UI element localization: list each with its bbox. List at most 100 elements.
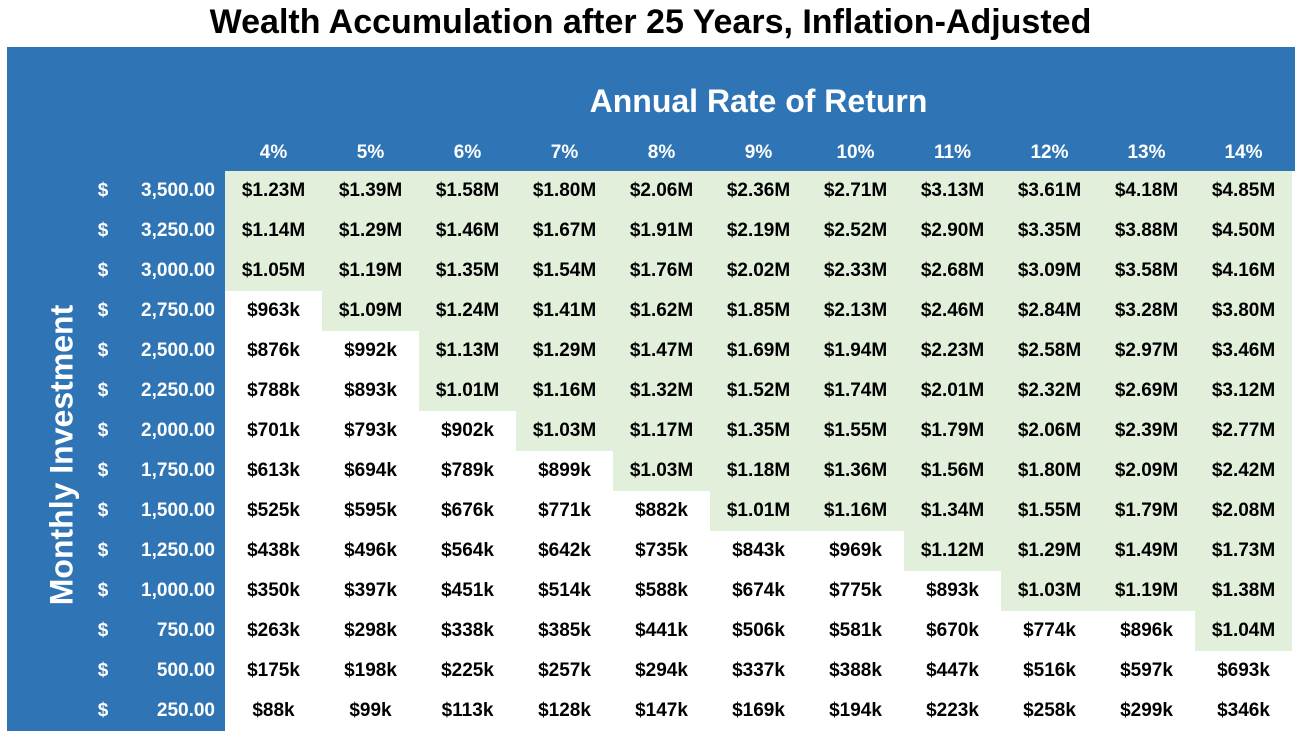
value-cell: $223k (926, 700, 979, 721)
row-label: 500.00 (156, 660, 215, 681)
value-cell: $3.88M (1098, 211, 1195, 251)
value-cell: $1.03M (516, 411, 613, 451)
value-cell: $1.05M (225, 251, 322, 291)
header-band (7, 47, 1295, 171)
value-cell: $1.62M (613, 291, 710, 331)
value-cell: $1.36M (807, 451, 904, 491)
value-cell: $775k (829, 580, 882, 601)
value-cell: $774k (1023, 620, 1076, 641)
row-label: 2,250.00 (141, 380, 215, 401)
value-cell: $496k (344, 540, 397, 561)
value-cell: $670k (926, 620, 979, 641)
value-cell: $1.85M (710, 291, 807, 331)
value-cell: $2.36M (710, 171, 807, 211)
value-cell: $969k (829, 540, 882, 561)
value-cell: $2.06M (613, 171, 710, 211)
value-cell: $2.71M (807, 171, 904, 211)
value-cell: $1.94M (807, 331, 904, 371)
column-label: 5% (356, 142, 385, 163)
value-cell: $1.09M (322, 291, 419, 331)
value-cell: $1.41M (516, 291, 613, 331)
value-cell: $2.01M (904, 371, 1001, 411)
value-cell: $793k (344, 420, 397, 441)
value-cell: $1.03M (1001, 571, 1098, 611)
value-cell: $1.13M (419, 331, 516, 371)
value-cell: $1.91M (613, 211, 710, 251)
value-cell: $1.80M (1001, 451, 1098, 491)
value-cell: $506k (732, 620, 785, 641)
value-cell: $1.35M (710, 411, 807, 451)
currency-symbol: $ (97, 260, 109, 281)
value-cell: $2.39M (1098, 411, 1195, 451)
value-cell: $1.16M (516, 371, 613, 411)
value-cell: $595k (344, 500, 397, 521)
value-cell: $1.38M (1195, 571, 1292, 611)
value-cell: $1.01M (710, 491, 807, 531)
value-cell: $263k (247, 620, 300, 641)
currency-symbol: $ (97, 500, 109, 521)
value-cell: $1.14M (225, 211, 322, 251)
value-cell: $1.73M (1195, 531, 1292, 571)
currency-symbol: $ (97, 380, 109, 401)
value-cell: $1.67M (516, 211, 613, 251)
value-cell: $676k (441, 500, 494, 521)
value-cell: $4.16M (1195, 251, 1292, 291)
value-cell: $3.61M (1001, 171, 1098, 211)
value-cell: $88k (252, 700, 295, 721)
value-cell: $1.47M (613, 331, 710, 371)
column-label: 10% (836, 142, 875, 163)
value-cell: $194k (829, 700, 882, 721)
currency-symbol: $ (97, 420, 109, 441)
value-cell: $1.29M (322, 211, 419, 251)
value-cell: $693k (1217, 660, 1270, 681)
value-cell: $2.33M (807, 251, 904, 291)
value-cell: $1.69M (710, 331, 807, 371)
value-cell: $338k (441, 620, 494, 641)
currency-symbol: $ (97, 620, 109, 641)
value-cell: $258k (1023, 700, 1076, 721)
column-label: 11% (934, 142, 971, 163)
value-cell: $3.58M (1098, 251, 1195, 291)
value-cell: $128k (538, 700, 591, 721)
column-label: 7% (550, 142, 579, 163)
value-cell: $1.79M (904, 411, 1001, 451)
row-label: 250.00 (156, 700, 215, 721)
value-cell: $1.04M (1195, 611, 1292, 651)
value-cell: $992k (344, 340, 397, 361)
value-cell: $1.79M (1098, 491, 1195, 531)
value-cell: $1.32M (613, 371, 710, 411)
value-cell: $2.68M (904, 251, 1001, 291)
column-label: 14% (1224, 142, 1263, 163)
row-label: 1,000.00 (141, 580, 215, 601)
value-cell: $350k (247, 580, 300, 601)
value-cell: $789k (441, 460, 494, 481)
value-cell: $701k (247, 420, 300, 441)
column-label: 12% (1030, 142, 1069, 163)
value-cell: $597k (1120, 660, 1173, 681)
value-cell: $147k (635, 700, 688, 721)
value-cell: $198k (344, 660, 397, 681)
value-cell: $1.80M (516, 171, 613, 211)
value-cell: $1.29M (1001, 531, 1098, 571)
value-cell: $1.46M (419, 211, 516, 251)
currency-symbol: $ (97, 340, 109, 361)
value-cell: $1.74M (807, 371, 904, 411)
value-cell: $1.19M (1098, 571, 1195, 611)
value-cell: $613k (247, 460, 300, 481)
value-cell: $1.49M (1098, 531, 1195, 571)
currency-symbol: $ (97, 300, 109, 321)
row-label: 3,000.00 (141, 260, 215, 281)
value-cell: $525k (247, 500, 300, 521)
row-label: 3,250.00 (141, 220, 215, 241)
value-cell: $674k (732, 580, 785, 601)
value-cell: $2.46M (904, 291, 1001, 331)
currency-symbol: $ (97, 660, 109, 681)
value-cell: $2.52M (807, 211, 904, 251)
value-cell: $2.32M (1001, 371, 1098, 411)
value-cell: $1.24M (419, 291, 516, 331)
value-cell: $893k (926, 580, 979, 601)
column-label: 4% (259, 142, 288, 163)
column-label: 13% (1127, 142, 1166, 163)
value-cell: $441k (635, 620, 688, 641)
row-header: Monthly Investment (43, 304, 80, 606)
